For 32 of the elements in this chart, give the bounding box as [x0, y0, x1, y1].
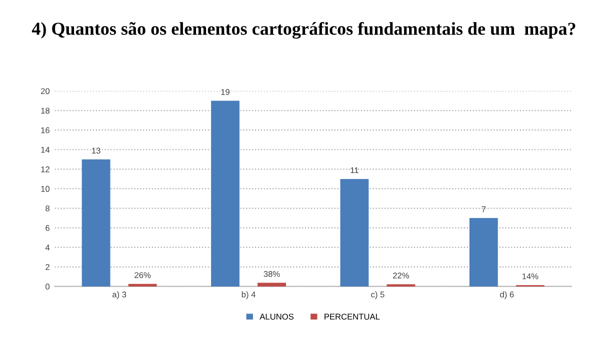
y-tick-label: 20	[41, 88, 50, 94]
bar	[82, 159, 110, 286]
data-label: 38%	[264, 271, 280, 277]
y-tick-label: 12	[41, 166, 50, 172]
y-tick-label: 8	[46, 205, 50, 212]
y-tick-label: 16	[41, 127, 50, 134]
y-tick-label: 6	[46, 225, 50, 231]
bar	[128, 284, 157, 286]
bar	[211, 100, 240, 286]
y-tick-label: 2	[46, 264, 50, 270]
y-tick-label: 18	[41, 108, 50, 114]
y-tick-label: 10	[41, 186, 50, 192]
x-tick-label: b) 4	[242, 291, 256, 300]
bar	[340, 178, 369, 286]
x-tick-label: d) 6	[500, 291, 514, 300]
y-tick-label: 14	[41, 146, 50, 153]
bar	[258, 282, 286, 286]
x-tick-label: c) 5	[371, 291, 384, 300]
data-label: 22%	[393, 272, 410, 278]
legend-label: PERCENTUAL	[324, 314, 380, 320]
bar	[469, 218, 498, 286]
chart-title: 4) Quantos são os elementos cartográficos fundamentais de um mapa?	[32, 22, 576, 39]
y-tick-label: 4	[45, 244, 50, 250]
data-label: 19	[221, 89, 230, 95]
y-tick-label: 0	[46, 284, 50, 290]
legend-label: ALUNOS	[260, 314, 294, 320]
data-label: 13	[92, 148, 100, 154]
data-label: 7	[482, 206, 486, 212]
data-label: 14%	[522, 273, 538, 280]
data-label: 11	[350, 167, 358, 174]
x-tick-label: a) 3	[112, 291, 126, 300]
data-label: 26%	[134, 272, 151, 278]
